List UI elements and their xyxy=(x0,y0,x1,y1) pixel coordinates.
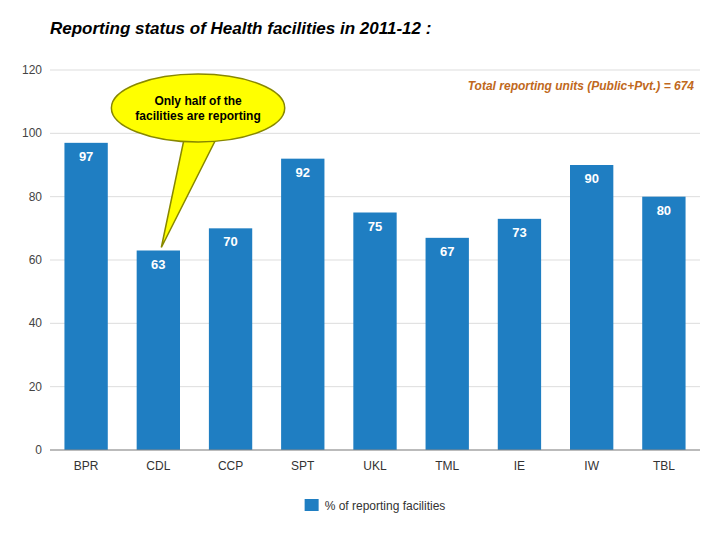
x-tick-label: CDL xyxy=(146,459,170,473)
bar xyxy=(570,165,613,450)
data-label: 97 xyxy=(79,149,93,164)
chart-container: 0 20 40 60 80 100 120 97 63 70 92 75 67 73 90 80 BPR CDL C… xyxy=(0,0,720,540)
callout-text: Only half of thefacilities are reporting xyxy=(135,94,260,123)
x-tick-label: TML xyxy=(435,459,459,473)
grid xyxy=(50,70,700,450)
data-label: 75 xyxy=(368,219,382,234)
bar xyxy=(209,228,252,450)
callout-balloon xyxy=(111,74,284,142)
x-tick-label: BPR xyxy=(74,459,99,473)
x-tick-label: SPT xyxy=(291,459,315,473)
y-tick-label: 20 xyxy=(29,380,43,394)
legend: % of reporting facilities xyxy=(305,499,446,513)
bar xyxy=(137,251,180,451)
x-tick-label: IW xyxy=(584,459,599,473)
data-label: 63 xyxy=(151,257,165,272)
y-tick-label: 100 xyxy=(22,126,42,140)
x-tick-label: CCP xyxy=(218,459,243,473)
y-tick-label: 40 xyxy=(29,316,43,330)
grid-line xyxy=(50,70,700,71)
legend-swatch xyxy=(305,499,319,511)
data-label: 92 xyxy=(296,165,310,180)
callout: Only half of thefacilities are reporting xyxy=(111,74,284,248)
data-label: 67 xyxy=(440,244,454,259)
legend-label: % of reporting facilities xyxy=(325,499,446,513)
bar xyxy=(281,159,324,450)
bar xyxy=(353,213,396,451)
x-tick-label: UKL xyxy=(363,459,387,473)
bars xyxy=(64,143,685,450)
bar xyxy=(498,219,541,450)
data-label: 70 xyxy=(223,234,237,249)
x-axis-line xyxy=(50,450,700,451)
title: Reporting status of Health facilities in… xyxy=(50,19,431,38)
bar xyxy=(426,238,469,450)
x-tick-label: IE xyxy=(514,459,525,473)
data-label: 73 xyxy=(512,225,526,240)
x-tick-label: TBL xyxy=(653,459,675,473)
bar xyxy=(642,197,685,450)
y-tick-label: 60 xyxy=(29,253,43,267)
y-tick-label: 80 xyxy=(29,190,43,204)
chart-svg: 0 20 40 60 80 100 120 97 63 70 92 75 67 73 90 80 BPR CDL C… xyxy=(0,0,720,540)
annotation: Total reporting units (Public+Pvt.) = 67… xyxy=(468,79,695,93)
data-label: 80 xyxy=(657,203,671,218)
bar xyxy=(64,143,107,450)
grid-line xyxy=(50,450,700,451)
callout-tail xyxy=(161,139,216,248)
y-tick-label: 120 xyxy=(22,63,42,77)
data-label: 90 xyxy=(584,171,598,186)
y-tick-label: 0 xyxy=(35,443,42,457)
